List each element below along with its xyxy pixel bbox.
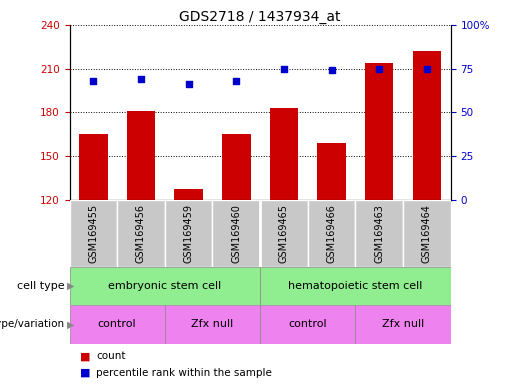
Text: hematopoietic stem cell: hematopoietic stem cell <box>288 281 422 291</box>
Text: GSM169460: GSM169460 <box>231 204 241 263</box>
Bar <box>260 267 451 305</box>
Text: GSM169456: GSM169456 <box>136 204 146 263</box>
Text: GSM169466: GSM169466 <box>327 204 336 263</box>
Text: genotype/variation: genotype/variation <box>0 319 64 329</box>
Text: ■: ■ <box>80 351 90 361</box>
Text: GSM169464: GSM169464 <box>422 204 432 263</box>
Text: GSM169465: GSM169465 <box>279 204 289 263</box>
Bar <box>260 200 308 267</box>
Bar <box>222 134 250 200</box>
Text: cell type: cell type <box>17 281 64 291</box>
Bar <box>260 305 355 344</box>
Bar <box>212 200 260 267</box>
Bar <box>127 111 155 200</box>
Point <box>375 66 383 72</box>
Point <box>328 67 336 73</box>
Bar <box>413 51 441 200</box>
Bar <box>403 200 451 267</box>
Point <box>423 66 431 72</box>
Bar <box>70 305 165 344</box>
Bar <box>174 189 203 200</box>
Title: GDS2718 / 1437934_at: GDS2718 / 1437934_at <box>179 10 341 24</box>
Bar <box>165 305 260 344</box>
Text: control: control <box>288 319 327 329</box>
Point <box>232 78 241 84</box>
Text: percentile rank within the sample: percentile rank within the sample <box>96 368 272 378</box>
Text: GSM169459: GSM169459 <box>184 204 194 263</box>
Bar <box>70 200 117 267</box>
Text: ▶: ▶ <box>67 281 75 291</box>
Point <box>89 78 97 84</box>
Text: ■: ■ <box>80 368 90 378</box>
Text: control: control <box>98 319 136 329</box>
Bar <box>270 108 298 200</box>
Text: GSM169455: GSM169455 <box>89 204 98 263</box>
Bar <box>355 305 451 344</box>
Text: Zfx null: Zfx null <box>382 319 424 329</box>
Text: count: count <box>96 351 126 361</box>
Text: embryonic stem cell: embryonic stem cell <box>108 281 221 291</box>
Text: ▶: ▶ <box>67 319 75 329</box>
Bar <box>117 200 165 267</box>
Bar <box>307 200 355 267</box>
Bar <box>317 143 346 200</box>
Bar <box>365 63 393 200</box>
Bar <box>70 267 260 305</box>
Bar <box>79 134 108 200</box>
Point <box>280 66 288 72</box>
Bar <box>165 200 212 267</box>
Text: GSM169463: GSM169463 <box>374 204 384 263</box>
Point <box>184 81 193 88</box>
Point <box>137 76 145 82</box>
Text: Zfx null: Zfx null <box>191 319 234 329</box>
Bar <box>355 200 403 267</box>
